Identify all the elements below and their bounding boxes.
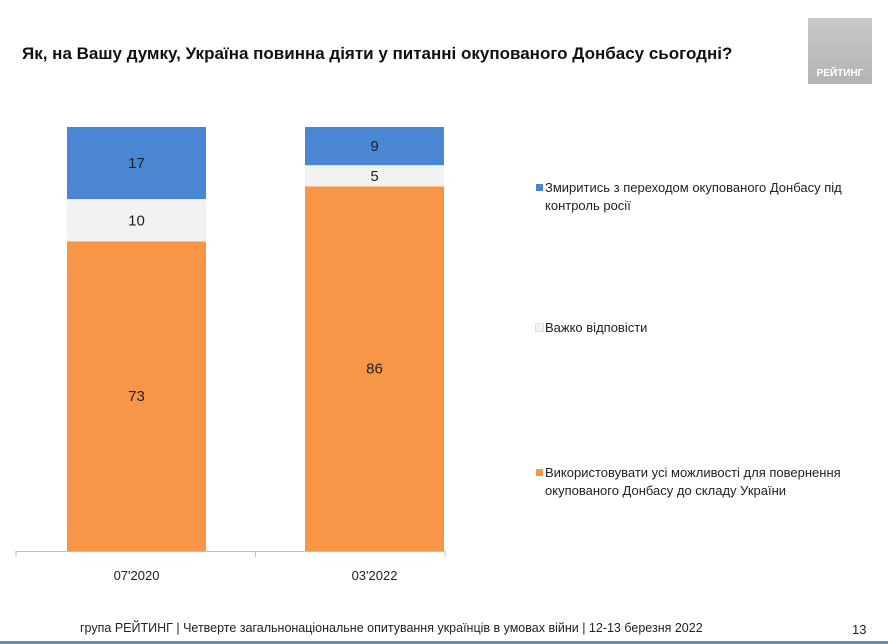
legend-label: Використовувати усі можливості для повер… xyxy=(545,465,841,498)
legend-item-hard-to-say: Важко відповісти xyxy=(535,319,875,337)
x-tick-label: 03'2022 xyxy=(352,568,398,583)
legend-swatch-icon xyxy=(535,323,544,332)
legend-label: Важко відповісти xyxy=(545,320,648,335)
x-tick-label: 07'2020 xyxy=(114,568,160,583)
footer-text: група РЕЙТИНГ | Четверте загальнонаціона… xyxy=(80,621,703,635)
legend-swatch-icon xyxy=(536,184,543,191)
legend-label: Змиритись з переходом окупованого Донбас… xyxy=(545,180,842,213)
data-label: 17 xyxy=(128,155,145,172)
legend-item-return: Використовувати усі можливості для повер… xyxy=(536,464,875,500)
bar-segment xyxy=(305,127,444,166)
data-label: 5 xyxy=(370,168,378,185)
data-label: 9 xyxy=(370,138,378,155)
bar-segment xyxy=(67,127,206,200)
data-label: 73 xyxy=(128,388,145,405)
bar-segment xyxy=(305,165,444,187)
legend-swatch-icon xyxy=(536,469,543,476)
bottom-divider xyxy=(0,641,888,644)
brand-logo-text: РЕЙТИНГ xyxy=(816,68,864,79)
bar-segment xyxy=(67,241,206,552)
stacked-bar-chart: 73 10 17 07'2020 86 5 9 03'2022 xyxy=(15,127,446,583)
page-number: 13 xyxy=(852,622,867,637)
data-label: 86 xyxy=(366,361,383,378)
data-label: 10 xyxy=(128,212,145,229)
bar-segment xyxy=(305,186,444,552)
page-title: Як, на Вашу думку, Україна повинна діяти… xyxy=(22,44,733,63)
brand-logo: РЕЙТИНГ xyxy=(808,18,872,84)
bar-segment xyxy=(67,199,206,242)
legend-item-accept: Змиритись з переходом окупованого Донбас… xyxy=(536,179,875,215)
